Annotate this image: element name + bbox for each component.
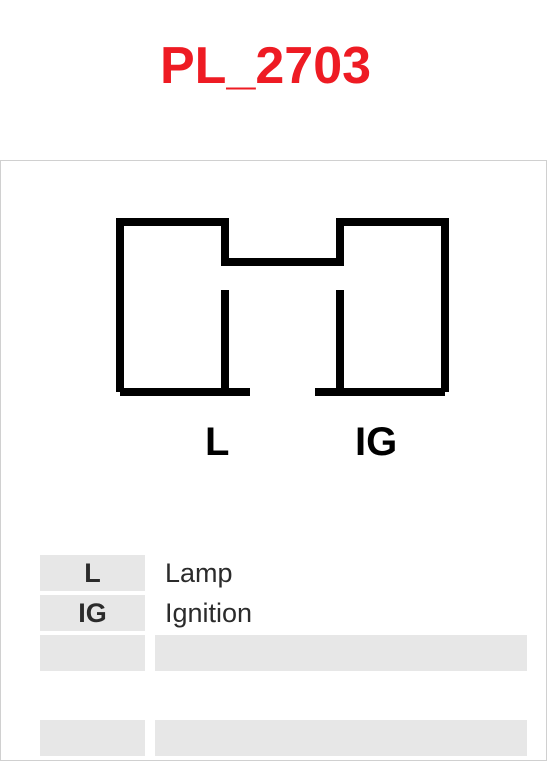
legend-row: IGIgnition	[40, 595, 527, 631]
legend-row	[40, 720, 527, 756]
legend-symbol: L	[40, 558, 145, 589]
legend-description: Lamp	[145, 558, 527, 589]
part-number-title: PL_2703	[160, 36, 371, 96]
legend-row: LLamp	[40, 555, 527, 591]
pin-label-l: L	[205, 420, 229, 465]
pin-label-ig: IG	[355, 420, 397, 465]
legend-symbol: IG	[40, 598, 145, 629]
legend-description: Ignition	[145, 598, 527, 629]
legend-row	[40, 635, 527, 671]
